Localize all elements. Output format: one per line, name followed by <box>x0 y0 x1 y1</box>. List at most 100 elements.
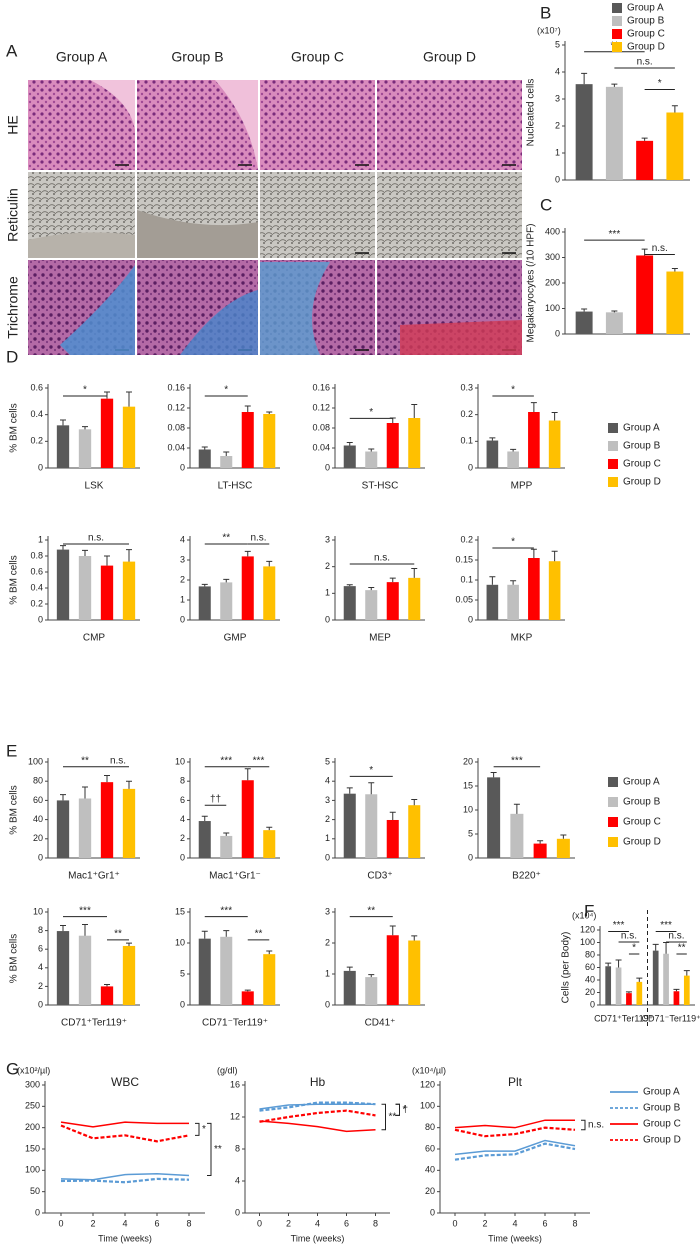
bar <box>548 561 561 620</box>
significance-label: †† <box>210 794 221 805</box>
y-axis-label: Cells (per Body) <box>561 932 572 1004</box>
error-bar <box>126 942 132 946</box>
y-tick-label: 15 <box>463 780 473 790</box>
legend-label: Group B <box>627 16 665 27</box>
y-tick-label: 20 <box>425 1186 435 1196</box>
x-tick-label: 4 <box>122 1218 127 1228</box>
significance-label: * <box>511 537 515 548</box>
y-tick-label: 0 <box>180 852 185 862</box>
x-axis-label: CD41⁺ <box>365 1018 396 1029</box>
error-bar <box>266 560 273 567</box>
y-tick-label: 0 <box>38 614 43 624</box>
y-tick-label: 0.4 <box>30 582 43 592</box>
y-tick-label: 5 <box>555 39 560 49</box>
bar <box>56 425 70 468</box>
x-tick-label: 8 <box>572 1218 577 1228</box>
histology-image <box>260 80 375 170</box>
x-axis-label: Mac1⁺Gr1⁺ <box>68 871 120 882</box>
y-tick-label: 4 <box>38 962 43 972</box>
x-tick-label: 2 <box>90 1218 95 1228</box>
error-bar <box>489 576 496 585</box>
legend-swatch <box>608 837 618 847</box>
y-tick-label: 0.12 <box>312 402 330 412</box>
bar <box>241 780 254 858</box>
x-axis-label: Mac1⁺Gr1⁻ <box>209 871 261 882</box>
bar <box>673 991 680 1005</box>
series-line <box>259 1103 376 1110</box>
bar <box>220 936 233 1005</box>
y-axis-label: Megakaryocytes (/10 HPF) <box>526 224 537 343</box>
column-label: Group A <box>56 49 108 65</box>
error-bar <box>510 580 517 585</box>
significance-label: *** <box>220 755 232 766</box>
x-tick-label: 4 <box>315 1218 320 1228</box>
histology-image <box>377 172 522 258</box>
legend-label: Group A <box>627 3 664 14</box>
bar <box>636 140 654 180</box>
bar <box>605 966 612 1005</box>
y-tick-label: 6 <box>38 944 43 954</box>
y-tick-label: 3 <box>325 795 330 805</box>
collagen <box>60 265 135 355</box>
error-bar <box>663 942 670 954</box>
y-tick-label: 0.04 <box>312 442 330 452</box>
bar <box>408 418 421 468</box>
y-tick-label: 120 <box>580 924 595 934</box>
legend-label: Group D <box>643 1135 681 1146</box>
significance-label: *** <box>511 755 523 766</box>
y-tick-label: 100 <box>28 756 43 766</box>
legend-label: Group A <box>623 423 660 434</box>
column-label: Group C <box>291 49 344 65</box>
bar <box>626 993 632 1005</box>
bone <box>28 232 135 258</box>
significance-label: n.s. <box>88 533 104 544</box>
error-bar <box>368 782 375 795</box>
series-line <box>60 1172 190 1181</box>
y-tick-label: 100 <box>580 937 595 947</box>
bone <box>90 80 135 130</box>
y-tick-label: 0 <box>35 1207 40 1217</box>
error-bar <box>551 412 558 421</box>
error-bar <box>530 548 537 558</box>
legend-label: Group A <box>623 777 660 788</box>
error-bar <box>368 974 375 978</box>
unit-label: (x10⁷) <box>537 25 561 35</box>
bar <box>220 835 233 858</box>
bar <box>408 940 421 1005</box>
error-bar <box>671 105 678 113</box>
y-tick-label: 8 <box>180 776 185 786</box>
significance-label: *** <box>660 920 672 931</box>
error-bar <box>244 768 251 781</box>
series-line <box>454 1126 576 1138</box>
y-tick-label: 0 <box>468 614 473 624</box>
significance-label: * <box>224 385 228 396</box>
bar <box>556 838 570 858</box>
x-tick-label: CD71⁻Ter119⁺ <box>642 1013 700 1023</box>
bar <box>100 986 114 1005</box>
y-tick-label: 4 <box>235 1175 240 1185</box>
error-bar <box>537 840 544 844</box>
bar <box>615 967 622 1005</box>
bar <box>510 813 524 858</box>
y-tick-label: 20 <box>33 833 43 843</box>
legend-swatch <box>608 423 618 433</box>
panel-label: C <box>540 195 552 214</box>
significance-label: n.s. <box>588 1120 604 1131</box>
bar <box>198 938 211 1005</box>
y-tick-label: 3 <box>325 906 330 916</box>
chart-title: Plt <box>508 1075 523 1089</box>
legend-swatch <box>608 797 618 807</box>
bar <box>198 586 211 620</box>
legend-swatch <box>608 441 618 451</box>
bar <box>122 945 136 1005</box>
x-axis-label: MEP <box>369 633 391 644</box>
significance-label: *** <box>220 905 232 916</box>
x-axis-label: CMP <box>83 633 106 644</box>
bar <box>365 794 378 858</box>
y-tick-label: 1 <box>180 594 185 604</box>
y-tick-label: 0.1 <box>460 436 473 446</box>
x-axis-label: GMP <box>224 633 247 644</box>
y-tick-label: 4 <box>325 776 330 786</box>
y-tick-label: 60 <box>585 962 595 972</box>
unit-label: (x10²/µl) <box>17 1065 50 1075</box>
